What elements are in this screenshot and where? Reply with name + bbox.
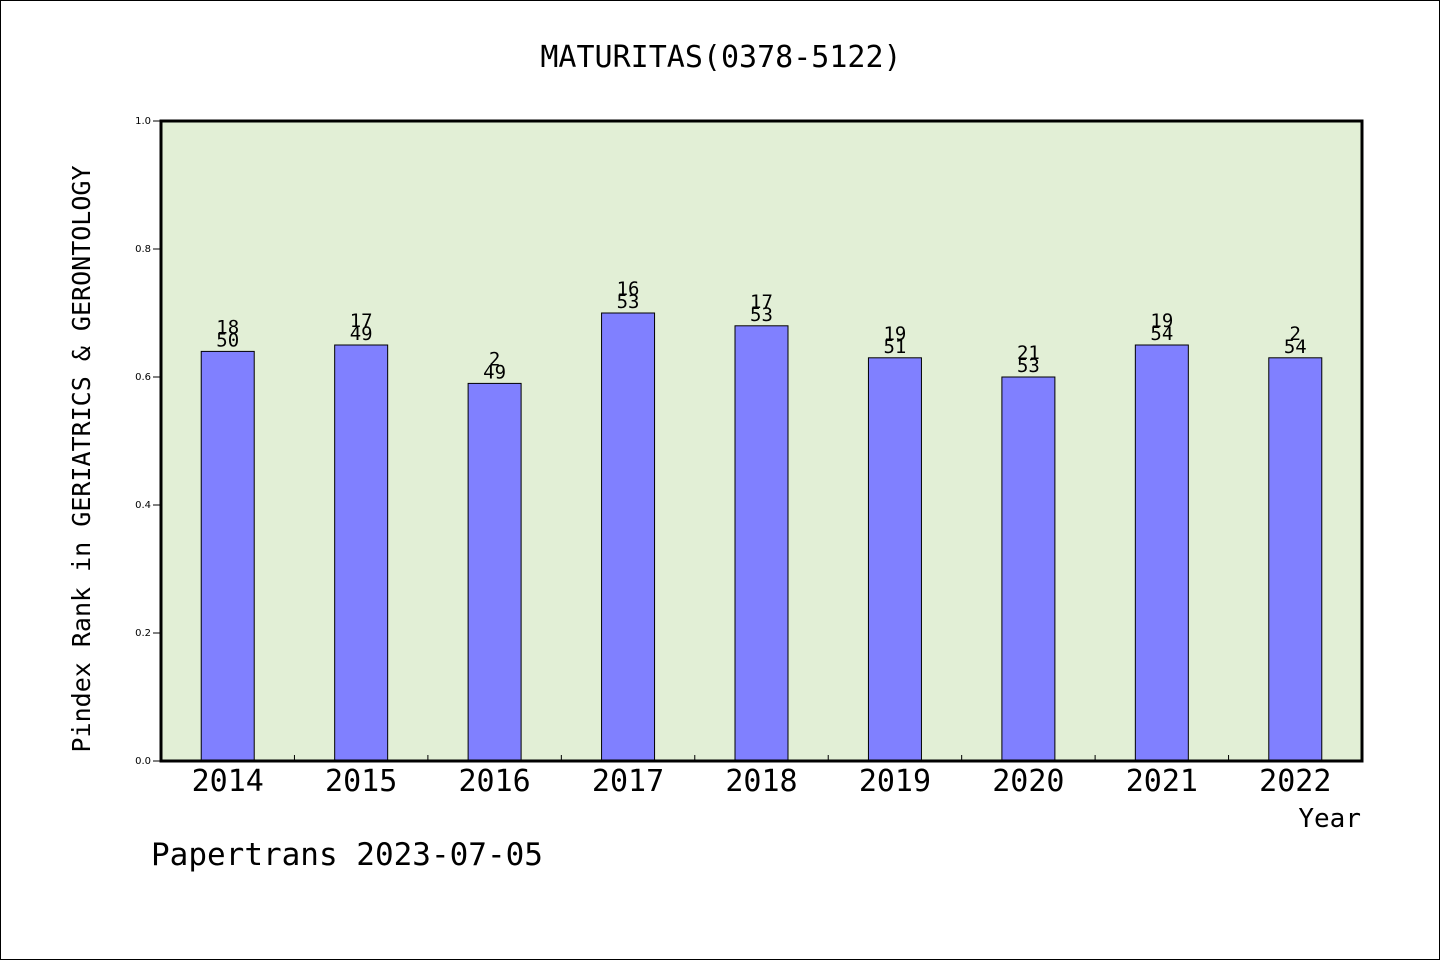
bar-rank-label: 17 — [350, 310, 373, 332]
bar-total-label: 53 — [750, 304, 773, 326]
x-tick-label: 2022 — [1259, 764, 1331, 799]
bar-2014 — [200, 350, 255, 762]
bar-rank-label: 17 — [750, 291, 773, 313]
bar-2018 — [734, 325, 789, 762]
bar-rank-label: 2 — [489, 348, 500, 370]
bar-rank-label: 19 — [883, 323, 906, 345]
x-tick-label: 2020 — [992, 764, 1064, 799]
y-tick-label: 0.0 — [135, 756, 151, 767]
y-tick-label: 0.8 — [135, 244, 151, 255]
bar-rank-label: 16 — [617, 278, 640, 300]
y-axis: 0.0 0.2 0.4 0.6 0.8 1.0 — [135, 116, 161, 767]
bar-rank-label: 18 — [216, 316, 239, 338]
x-tick-label: 2017 — [592, 764, 664, 799]
x-tick-label: 2019 — [859, 764, 931, 799]
plot-border — [159, 119, 1364, 763]
bar-total-label: 53 — [617, 291, 640, 313]
x-tick-label: 2018 — [725, 764, 797, 799]
x-tick-label: 2016 — [458, 764, 530, 799]
bar-2022 — [1268, 357, 1323, 762]
bar-2017 — [601, 312, 656, 762]
y-tick-label: 0.4 — [135, 500, 151, 511]
bar-2020 — [1001, 376, 1056, 762]
bar-total-label: 53 — [1017, 355, 1040, 377]
chart-title: MATURITAS(0378-5122) — [540, 40, 901, 75]
bar-2021 — [1134, 344, 1189, 762]
bar-total-label: 49 — [350, 323, 373, 345]
bar-2016 — [467, 382, 522, 762]
bar-2015 — [334, 344, 389, 762]
bar-rank-label: 2 — [1290, 323, 1301, 345]
bar-total-label: 51 — [883, 336, 906, 358]
y-tick-label: 1.0 — [135, 116, 151, 127]
bar-series — [200, 312, 1323, 762]
bar-2019 — [867, 357, 922, 762]
bar-total-label: 49 — [483, 361, 506, 383]
x-tick-label: 2015 — [325, 764, 397, 799]
x-axis-label: Year — [1298, 804, 1361, 834]
x-axis: 2014 2015 2016 2017 2018 2019 2020 2021 2022 — [192, 755, 1331, 799]
y-axis-label: Pindex Rank in GERIATRICS & GERONTOLOGY — [67, 166, 96, 753]
y-tick-label: 0.2 — [135, 628, 151, 639]
bar-rank-label: 19 — [1150, 310, 1173, 332]
x-tick-label: 2021 — [1126, 764, 1198, 799]
footer-credit: Papertrans 2023-07-05 — [151, 837, 543, 873]
x-tick-label: 2014 — [192, 764, 264, 799]
bar-rank-label: 21 — [1017, 342, 1040, 364]
bar-total-label: 50 — [216, 329, 239, 351]
y-tick-label: 0.6 — [135, 372, 151, 383]
bar-total-label: 54 — [1150, 323, 1173, 345]
bar-total-label: 54 — [1284, 336, 1307, 358]
